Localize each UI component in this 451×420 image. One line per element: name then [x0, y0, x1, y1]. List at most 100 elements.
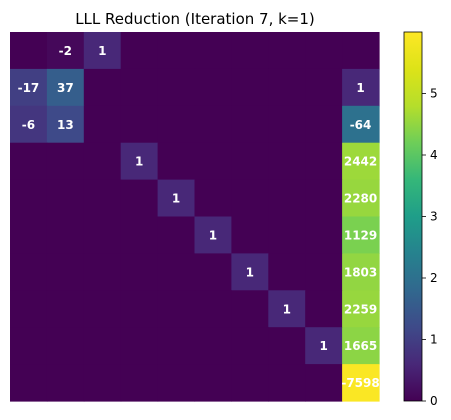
heatmap-cell	[305, 105, 343, 144]
heatmap-cell	[83, 290, 122, 328]
heatmap-cell	[342, 32, 380, 70]
heatmap-cell	[83, 32, 122, 70]
heatmap-cell	[83, 253, 122, 291]
heatmap-cell	[194, 290, 232, 328]
heatmap-cell	[46, 364, 85, 402]
heatmap-cell	[231, 327, 269, 365]
heatmap-cell-label: 1	[209, 228, 217, 242]
heatmap-cell	[305, 179, 343, 218]
heatmap-cell	[46, 253, 85, 291]
heatmap-cell-label: 2442	[344, 155, 377, 169]
heatmap-cell	[268, 32, 306, 70]
colorbar-tick-label: 3	[430, 210, 438, 224]
colorbar-tick-label: 1	[430, 333, 438, 347]
heatmap-cell	[46, 216, 85, 254]
heatmap-cell	[342, 216, 380, 254]
heatmap-cell	[120, 105, 159, 144]
heatmap-cell	[231, 32, 269, 70]
heatmap-cell	[157, 68, 196, 107]
heatmap-cell	[46, 290, 85, 328]
heatmap-cell	[342, 179, 380, 218]
heatmap-cell	[83, 105, 122, 144]
heatmap-cell-label: 1	[356, 81, 364, 95]
heatmap-cell	[342, 327, 380, 365]
heatmap-cell	[194, 105, 232, 144]
colorbar	[403, 31, 423, 402]
heatmap-cell	[46, 68, 85, 107]
heatmap-cell	[157, 216, 196, 254]
heatmap-cell	[268, 142, 306, 181]
heatmap-cell	[342, 68, 380, 107]
heatmap-cell	[10, 216, 48, 254]
heatmap-cell	[10, 105, 48, 144]
heatmap-cell	[194, 216, 232, 254]
heatmap-cell-label: 1	[319, 339, 327, 353]
heatmap-cell	[194, 327, 232, 365]
heatmap-cell	[342, 364, 380, 402]
heatmap-cell	[305, 142, 343, 181]
heatmap-cell-label: 1	[135, 155, 143, 169]
heatmap-cell	[157, 142, 196, 181]
heatmap-cell-label: -64	[350, 118, 372, 132]
heatmap-cell	[120, 142, 159, 181]
heatmap-cell	[157, 32, 196, 70]
heatmap-cell	[10, 253, 48, 291]
heatmap-cell	[120, 216, 159, 254]
heatmap-cell	[10, 327, 48, 365]
heatmap-cell	[10, 290, 48, 328]
heatmap-cell	[10, 142, 48, 181]
heatmap-cell	[194, 142, 232, 181]
heatmap-cell	[231, 142, 269, 181]
heatmap-cell	[305, 253, 343, 291]
heatmap-cell	[268, 364, 306, 402]
heatmap-cell-label: -6	[22, 118, 35, 132]
heatmap-cell	[268, 179, 306, 218]
heatmap-cell-label: -2	[59, 44, 72, 58]
chart-title: LLL Reduction (Iteration 7, k=1)	[75, 10, 315, 28]
heatmap-cell	[157, 105, 196, 144]
heatmap-cell-label: 1	[283, 302, 291, 316]
heatmap-cell	[305, 216, 343, 254]
heatmap-cell	[231, 216, 269, 254]
heatmap-cell	[268, 105, 306, 144]
heatmap-cell-label: 37	[57, 81, 74, 95]
heatmap-cell	[46, 142, 85, 181]
heatmap-cell	[268, 290, 306, 328]
heatmap-cell	[342, 105, 380, 144]
colorbar-tick-label: 2	[430, 271, 438, 285]
heatmap-cell	[157, 253, 196, 291]
heatmap-cell	[268, 253, 306, 291]
heatmap-cell	[10, 32, 48, 70]
colorbar-gradient	[403, 31, 423, 402]
colorbar-ticks: 0 1 2 3 4 5	[422, 87, 438, 408]
heatmap-cell	[231, 105, 269, 144]
heatmap-cell	[83, 179, 122, 218]
heatmap-cell	[342, 253, 380, 291]
heatmap-cell	[268, 327, 306, 365]
heatmap-cell	[83, 327, 122, 365]
heatmap-cell	[231, 253, 269, 291]
heatmap-cell	[120, 68, 159, 107]
heatmap-cell	[231, 179, 269, 218]
heatmap-cell-label: 13	[57, 118, 74, 132]
heatmap-cell	[120, 253, 159, 291]
heatmap-cell	[305, 364, 343, 402]
heatmap-cell	[120, 290, 159, 328]
heatmap-cell-label: 1	[98, 44, 106, 58]
heatmap-cell	[194, 253, 232, 291]
heatmap-cell	[83, 364, 122, 402]
heatmap-cell	[10, 179, 48, 218]
heatmap-cell-label: 1	[172, 192, 180, 206]
heatmap-cell	[10, 68, 48, 107]
heatmap-cell	[120, 32, 159, 70]
heatmap-cell	[194, 179, 232, 218]
heatmap-cell-label: 2280	[344, 192, 377, 206]
heatmap-cell	[305, 290, 343, 328]
heatmap-cell	[342, 290, 380, 328]
heatmap-cell	[10, 364, 48, 402]
heatmap-cell-label: 1129	[344, 228, 377, 242]
heatmap-cell	[46, 32, 85, 70]
heatmap-cell	[120, 179, 159, 218]
heatmap-cell	[120, 364, 159, 402]
colorbar-tick-label: 0	[430, 394, 438, 408]
